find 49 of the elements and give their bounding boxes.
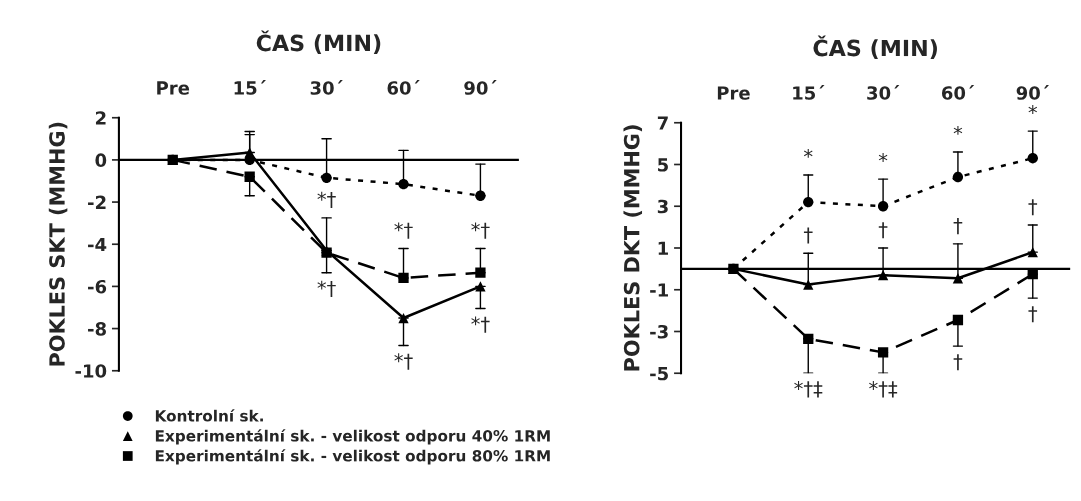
annotation: *† [394,222,413,239]
x-tick-label: 15´ [793,85,825,100]
annotation: † [803,227,813,244]
y-axis-title: POKLES DKT (MMHG) [623,125,643,371]
y-tick-label: -10 [75,364,107,378]
y-tick-label: -1 [650,283,668,297]
y-tick-label: -4 [88,237,107,252]
annotation: *†‡ [794,381,823,398]
annotation: *† [394,353,413,370]
x-tick-label: 60´ [387,80,420,95]
x-tick-label: 30´ [867,85,900,100]
y-tick-label: 7 [657,116,668,130]
chart-title: ČAS (MIN) [813,35,937,60]
annotation: † [878,222,888,239]
y-tick-label: -3 [650,324,668,339]
annotation: * [953,125,963,135]
annotation: * [1028,105,1038,114]
x-tick-label: Pre [717,86,750,100]
annotation: *† [471,222,490,239]
y-tick-label: -5 [650,366,668,381]
annotation: *†‡ [869,381,898,398]
annotation: *† [471,316,490,333]
chart-title: ČAS (MIN) [256,30,381,54]
annotation: † [953,218,963,235]
y-tick-label: 2 [95,111,106,125]
x-tick-label: 30´ [310,80,343,95]
y-tick-label: -6 [88,279,107,294]
annotation: † [1028,306,1038,323]
x-tick-label: 90´ [1016,85,1050,100]
y-axis-title: POKLES SKT (MMHG) [48,122,68,366]
y-tick-label: 3 [657,199,668,214]
x-tick-label: 15´ [234,80,266,95]
y-tick-label: 5 [658,158,668,172]
annotation: * [803,148,813,158]
annotation: *† [317,280,336,297]
y-tick-label: -8 [88,322,106,336]
annotation: *† [317,191,336,209]
y-tick-label: 1 [658,241,668,255]
legend-label: Experimentální sk. - velikost odporu 80% 1RM [155,449,550,465]
x-tick-label: 60´ [941,85,975,100]
legend-label: Kontrolní sk. [155,409,263,422]
annotation: * [878,153,888,162]
x-tick-label: 90´ [464,80,497,95]
legend-label: Experimentální sk. - velikost odporu 40% 1RM [155,429,550,445]
y-tick-label: 0 [95,153,107,168]
annotation: † [953,354,963,371]
y-tick-label: -2 [88,195,106,209]
annotation: † [1028,199,1038,216]
x-tick-label: Pre [157,81,190,95]
